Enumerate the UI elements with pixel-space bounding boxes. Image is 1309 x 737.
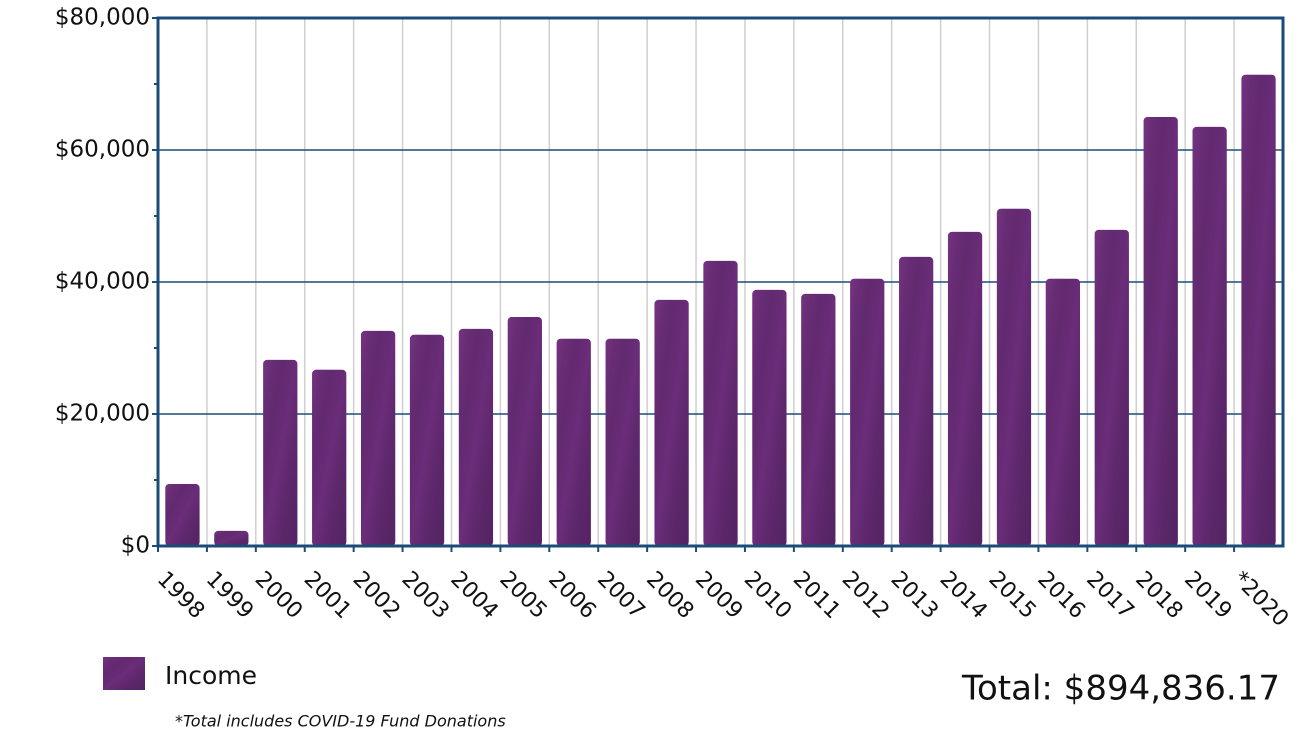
legend-label: Income bbox=[165, 661, 257, 690]
bar-shade bbox=[996, 208, 1032, 547]
x-tick-label: 2004 bbox=[445, 567, 502, 624]
y-tick-label: $20,000 bbox=[55, 401, 150, 427]
x-tick-label: 2016 bbox=[1032, 567, 1089, 624]
bar-shade bbox=[409, 334, 445, 546]
x-tick-label: 2019 bbox=[1179, 567, 1236, 624]
x-tick-label: 2010 bbox=[739, 567, 796, 624]
bar-shade bbox=[360, 330, 396, 546]
x-tick-label: 2011 bbox=[788, 567, 845, 624]
bar-shade bbox=[312, 369, 347, 546]
x-tick-label: 1999 bbox=[201, 567, 258, 624]
y-tick-label: $60,000 bbox=[55, 137, 150, 163]
x-tick-label: 2009 bbox=[690, 567, 747, 624]
y-tick-label: $80,000 bbox=[55, 5, 150, 31]
bar-shade bbox=[947, 231, 983, 546]
x-tick-label: 2001 bbox=[299, 567, 356, 624]
bar-shade bbox=[165, 483, 200, 546]
bar-shade bbox=[752, 289, 787, 546]
footnote: *Total includes COVID-19 Fund Donations bbox=[175, 712, 506, 731]
x-tick-label: 2012 bbox=[837, 567, 894, 624]
bar-shade bbox=[703, 260, 738, 546]
bar-shade bbox=[556, 338, 591, 546]
x-tick-label: 2005 bbox=[494, 567, 551, 624]
x-tick-label: 2003 bbox=[397, 567, 454, 624]
bar-shade bbox=[1094, 229, 1129, 547]
bar-shade bbox=[1143, 117, 1178, 546]
bar-shade bbox=[605, 338, 640, 546]
bar-shade bbox=[899, 256, 934, 546]
x-tick-label: 2014 bbox=[935, 567, 992, 624]
x-tick-label: 2006 bbox=[543, 567, 600, 624]
x-tick-label: 2015 bbox=[983, 567, 1040, 624]
x-tick-label: 2018 bbox=[1130, 567, 1187, 624]
bar-shade bbox=[263, 359, 298, 546]
total: Total: $894,836.17 bbox=[961, 669, 1280, 709]
bar-shade bbox=[654, 299, 689, 546]
y-tick-label: $40,000 bbox=[55, 269, 150, 295]
x-tick-label: 2000 bbox=[250, 567, 307, 624]
x-tick-label: 1998 bbox=[152, 567, 209, 624]
legend-swatch-shade bbox=[103, 657, 145, 690]
y-tick-label: $0 bbox=[121, 533, 150, 559]
bar-shade bbox=[801, 293, 836, 546]
bar-shade bbox=[1045, 278, 1081, 546]
bar-shade bbox=[507, 316, 542, 546]
bar-shade bbox=[1192, 126, 1227, 547]
x-tick-label: 2008 bbox=[641, 567, 698, 624]
bar-shade bbox=[214, 530, 249, 546]
x-tick-label: 2013 bbox=[886, 567, 943, 624]
x-tick-label: 2007 bbox=[592, 567, 649, 624]
plot-frame bbox=[156, 16, 1285, 548]
bar-shade bbox=[850, 278, 885, 546]
x-tick-label: *2020 bbox=[1228, 567, 1293, 632]
bar-shade bbox=[458, 328, 494, 546]
bar-shade bbox=[1241, 74, 1276, 546]
x-tick-label: 2017 bbox=[1081, 567, 1138, 624]
x-tick-label: 2002 bbox=[348, 567, 405, 624]
